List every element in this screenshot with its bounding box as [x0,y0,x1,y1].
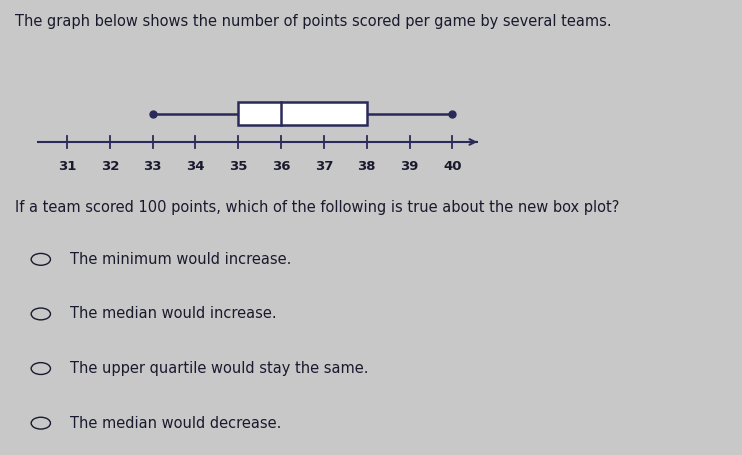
Text: 33: 33 [143,160,162,173]
Text: 36: 36 [272,160,290,173]
Text: 32: 32 [101,160,119,173]
Text: If a team scored 100 points, which of the following is true about the new box pl: If a team scored 100 points, which of th… [15,200,620,215]
Text: 38: 38 [358,160,376,173]
Text: 34: 34 [186,160,205,173]
Text: 31: 31 [58,160,76,173]
Text: The graph below shows the number of points scored per game by several teams.: The graph below shows the number of poin… [15,14,611,29]
Text: The minimum would increase.: The minimum would increase. [70,252,292,267]
Text: 37: 37 [315,160,333,173]
Text: The median would decrease.: The median would decrease. [70,416,282,430]
Bar [238,102,367,125]
Text: 35: 35 [229,160,248,173]
Text: 40: 40 [443,160,462,173]
Text: The median would increase.: The median would increase. [70,307,277,321]
Text: The upper quartile would stay the same.: The upper quartile would stay the same. [70,361,369,376]
Text: 39: 39 [401,160,418,173]
